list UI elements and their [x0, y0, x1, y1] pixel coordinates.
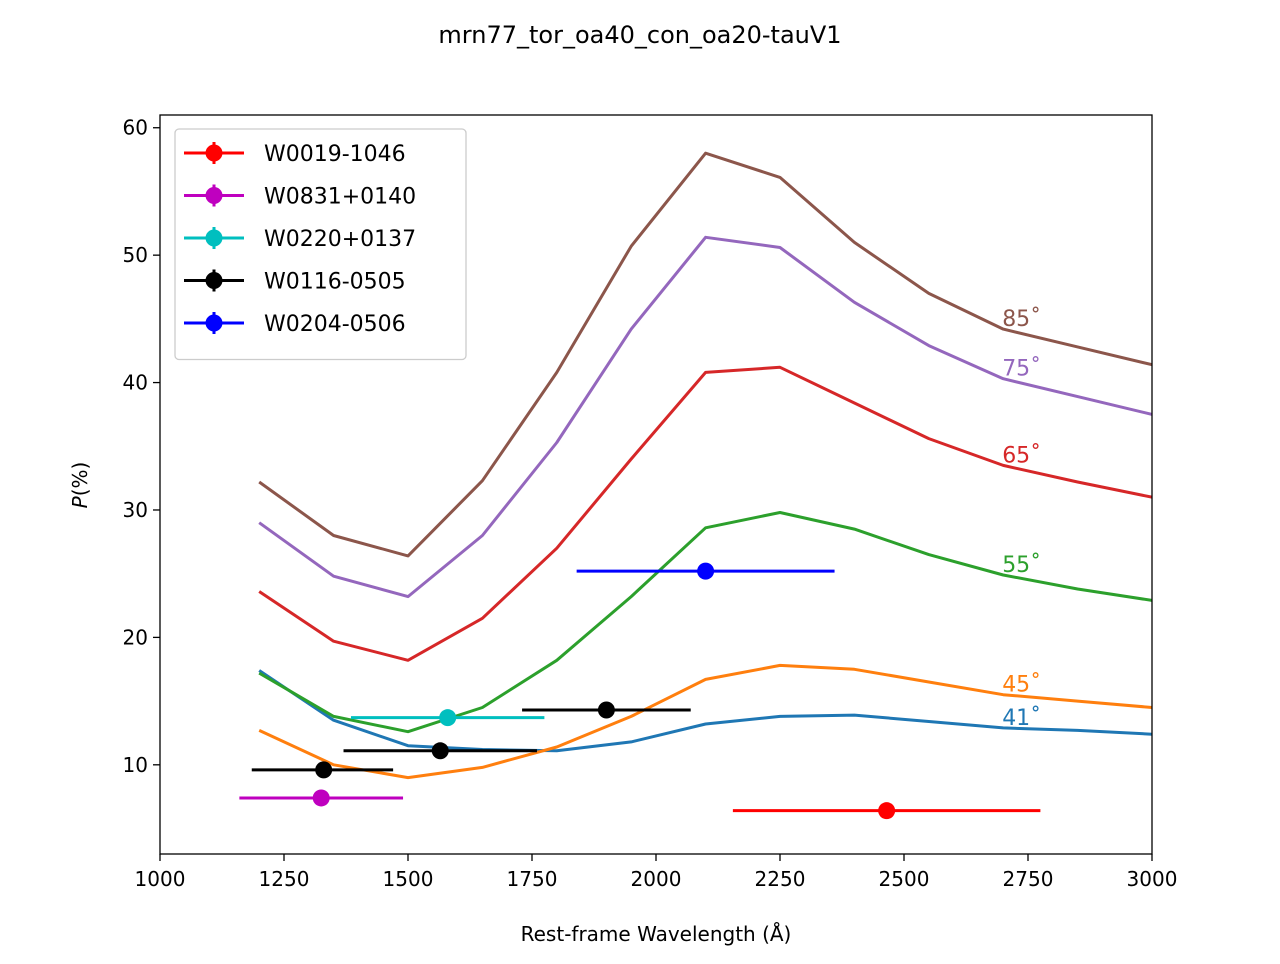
legend-label-4: W0204-0506: [264, 312, 406, 337]
model-line-5: [258, 151, 1152, 558]
y-tick-label-4: 50: [123, 243, 148, 267]
model-labels: 41˚ 45˚ 55˚ 65˚ 75˚ 85˚: [1002, 307, 1041, 731]
x-tick-label-5: 2250: [755, 867, 806, 891]
data-point-1-0: [312, 789, 330, 807]
model-line-0: [258, 669, 1152, 753]
legend-label-3: W0116-0505: [264, 270, 406, 295]
legend-label-2: W0220+0137: [264, 227, 416, 252]
x-tick-label-6: 2500: [879, 867, 930, 891]
data-point-3-1: [431, 742, 449, 760]
model-lines: [258, 151, 1152, 780]
legend-label-1: W0831+0140: [264, 185, 416, 210]
chart-title: mrn77_tor_oa40_con_oa20-tauV1: [438, 21, 841, 49]
legend-marker-4: [205, 314, 223, 332]
data-point-0-0: [878, 802, 896, 820]
y-tick-label-5: 60: [123, 116, 148, 140]
model-line-3: [258, 365, 1152, 662]
model-line-4: [258, 235, 1152, 599]
model-line-label-5: 85˚: [1002, 307, 1041, 332]
model-line-label-3: 65˚: [1002, 443, 1041, 468]
legend: W0019-1046 W0831+0140 W0220+0137 W0116-0505…: [174, 128, 467, 361]
y-axis-label-unit: (%): [68, 462, 92, 497]
data-point-4-0: [697, 562, 715, 580]
legend-marker-2: [205, 229, 223, 247]
x-axis: 1000 1250 1500 1750 2000 2250 2500 2750 3000: [135, 854, 1178, 891]
legend-marker-0: [205, 144, 223, 162]
legend-box: [174, 128, 467, 361]
y-axis-label: P(%): [68, 462, 92, 509]
data-point-3-0: [315, 761, 333, 779]
y-tick-label-0: 10: [123, 753, 148, 777]
data-point-2-0: [439, 709, 457, 727]
x-tick-label-3: 1750: [507, 867, 558, 891]
x-tick-label-4: 2000: [631, 867, 682, 891]
x-tick-label-1: 1250: [259, 867, 310, 891]
data-point-3-2: [597, 701, 615, 719]
legend-marker-1: [205, 187, 223, 204]
model-line-2: [258, 511, 1152, 734]
legend-label-0: W0019-1046: [264, 142, 406, 167]
x-tick-label-2: 1500: [383, 867, 434, 891]
model-line-label-4: 75˚: [1002, 357, 1041, 382]
y-tick-label-1: 20: [123, 625, 148, 649]
model-line-1: [258, 663, 1152, 780]
observations: [239, 562, 1041, 820]
x-axis-label: Rest-frame Wavelength (Å): [521, 922, 792, 946]
y-tick-label-3: 40: [123, 371, 148, 395]
y-axis-label-symbol: P: [68, 495, 92, 508]
y-tick-label-2: 30: [123, 498, 148, 522]
x-tick-label-0: 1000: [135, 867, 186, 891]
model-line-label-2: 55˚: [1002, 553, 1041, 578]
x-tick-label-7: 2750: [1003, 867, 1054, 891]
model-line-label-0: 41˚: [1002, 706, 1041, 731]
model-line-label-1: 45˚: [1002, 673, 1041, 698]
y-axis: 10 20 30 40 50 60: [123, 116, 160, 777]
legend-marker-3: [205, 272, 223, 289]
x-tick-label-8: 3000: [1127, 867, 1178, 891]
